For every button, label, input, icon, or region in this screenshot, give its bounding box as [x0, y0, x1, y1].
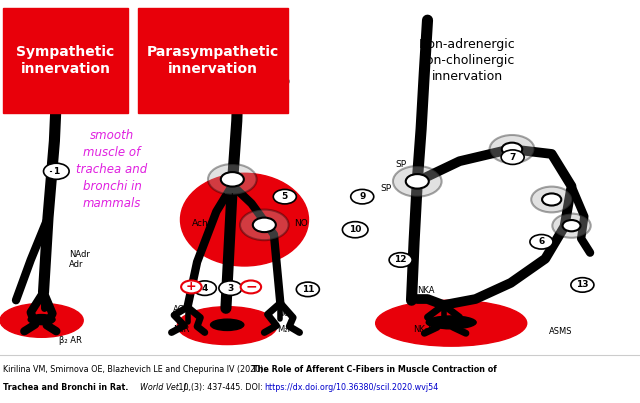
Circle shape	[563, 220, 580, 231]
Ellipse shape	[0, 303, 83, 337]
Text: NKA: NKA	[417, 287, 435, 295]
Text: 10: 10	[349, 225, 362, 234]
Text: Ach: Ach	[192, 219, 209, 228]
Ellipse shape	[211, 319, 244, 330]
Circle shape	[266, 74, 289, 89]
Text: M₂R: M₂R	[277, 326, 294, 334]
Text: Parasympathetic
innervation: Parasympathetic innervation	[147, 45, 279, 76]
Text: SP: SP	[381, 185, 392, 193]
Text: Trachea and Bronchi in Rat.: Trachea and Bronchi in Rat.	[3, 383, 131, 392]
Ellipse shape	[426, 316, 476, 329]
Circle shape	[542, 193, 561, 206]
Text: 12: 12	[394, 256, 407, 264]
FancyBboxPatch shape	[138, 8, 288, 113]
Text: 9: 9	[359, 192, 365, 201]
Circle shape	[389, 253, 412, 267]
Text: 5: 5	[282, 192, 288, 201]
Text: Ach: Ach	[221, 193, 237, 202]
Circle shape	[44, 163, 69, 179]
Ellipse shape	[180, 173, 308, 266]
Circle shape	[241, 280, 261, 293]
Circle shape	[501, 150, 524, 164]
Circle shape	[552, 214, 591, 238]
Circle shape	[184, 85, 207, 99]
Text: Non-adrenergic
non-cholinergic
innervation: Non-adrenergic non-cholinergic innervati…	[419, 38, 516, 83]
Circle shape	[502, 143, 522, 156]
Circle shape	[406, 174, 429, 189]
Text: 8: 8	[274, 77, 280, 86]
Text: 6: 6	[538, 237, 545, 246]
Text: smooth
muscle of
trachea and
bronchi in
mammals: smooth muscle of trachea and bronchi in …	[76, 129, 148, 210]
FancyBboxPatch shape	[3, 8, 128, 113]
Text: NAdr: NAdr	[69, 250, 90, 259]
Text: The Role of Afferent C-Fibers in Muscle Contraction of: The Role of Afferent C-Fibers in Muscle …	[252, 366, 496, 374]
Circle shape	[530, 235, 553, 249]
Circle shape	[221, 172, 244, 187]
Circle shape	[393, 166, 442, 197]
Text: Kirilina VM, Smirnova OE, Blazhevich LE and Chepurina IV (2020).: Kirilina VM, Smirnova OE, Blazhevich LE …	[3, 366, 269, 374]
Circle shape	[193, 281, 216, 295]
Circle shape	[342, 222, 368, 238]
Text: −: −	[245, 279, 257, 293]
Circle shape	[296, 282, 319, 297]
Circle shape	[219, 281, 242, 295]
Text: 1: 1	[53, 167, 60, 176]
Text: β₂ AR: β₂ AR	[59, 337, 82, 345]
Text: World Vet. J.,: World Vet. J.,	[140, 383, 191, 392]
Text: SP: SP	[396, 160, 406, 169]
Ellipse shape	[28, 314, 55, 325]
Text: 2: 2	[192, 87, 198, 96]
Text: 13: 13	[576, 280, 589, 289]
Ellipse shape	[376, 300, 527, 346]
Circle shape	[181, 280, 202, 293]
Text: +: +	[186, 280, 196, 293]
Circle shape	[208, 164, 257, 195]
Text: 11: 11	[301, 285, 314, 294]
Circle shape	[490, 135, 534, 163]
Circle shape	[531, 187, 572, 212]
Text: 7: 7	[509, 153, 516, 162]
Text: ACh: ACh	[173, 305, 189, 314]
Text: 4: 4	[202, 284, 208, 293]
Text: M₃R: M₃R	[173, 326, 189, 334]
Circle shape	[253, 218, 276, 232]
Circle shape	[351, 189, 374, 204]
Text: Adr: Adr	[69, 260, 84, 269]
Circle shape	[273, 189, 296, 204]
Circle shape	[240, 210, 289, 240]
Text: 10 (3): 437-445. DOI:: 10 (3): 437-445. DOI:	[176, 383, 265, 392]
Text: ASMS: ASMS	[549, 327, 573, 336]
Circle shape	[571, 278, 594, 292]
Text: Sympathetic
innervation: Sympathetic innervation	[17, 45, 115, 76]
Text: NO: NO	[277, 310, 290, 318]
Text: NK₂R: NK₂R	[413, 326, 434, 334]
Text: 3: 3	[227, 284, 234, 293]
Ellipse shape	[177, 307, 277, 345]
Text: https://dx.doi.org/10.36380/scil.2020.wvj54: https://dx.doi.org/10.36380/scil.2020.wv…	[264, 383, 438, 392]
Text: NO: NO	[294, 219, 308, 228]
